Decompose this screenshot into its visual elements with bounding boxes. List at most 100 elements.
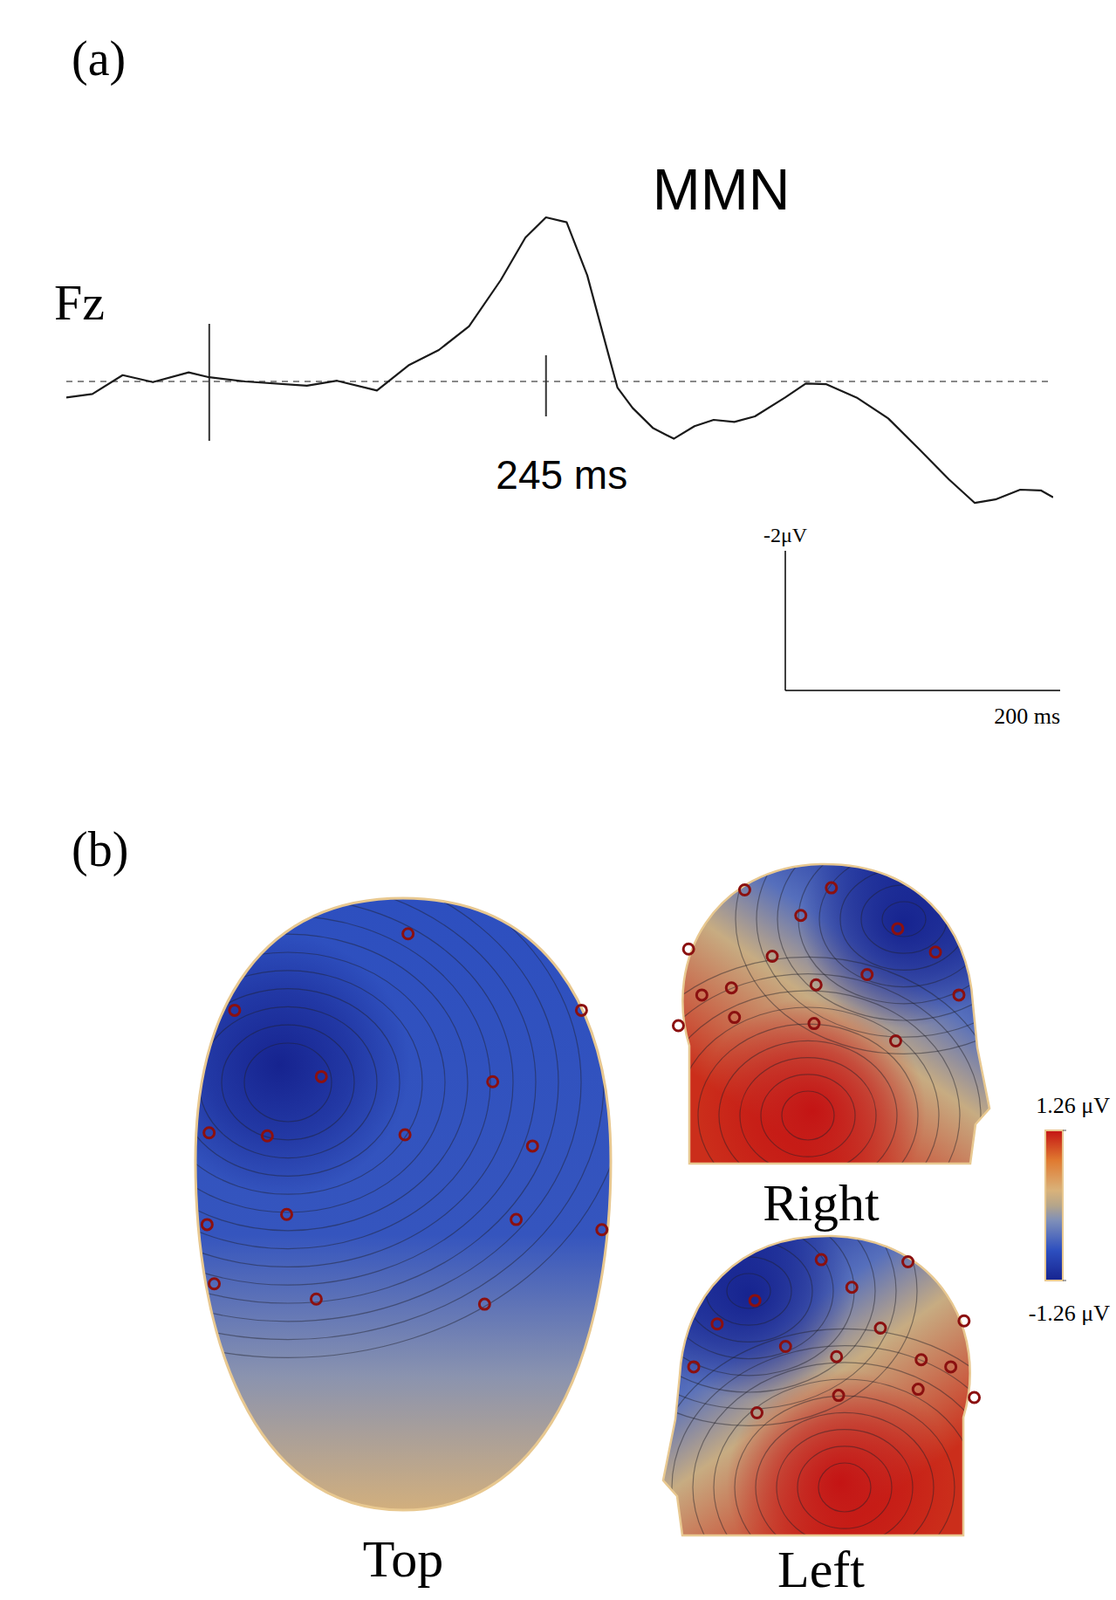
contour xyxy=(664,1222,834,1358)
electrode xyxy=(969,1391,980,1403)
contour xyxy=(0,842,582,1322)
electrode xyxy=(739,883,750,895)
contour xyxy=(882,901,926,937)
head-outline xyxy=(195,897,611,1510)
contour xyxy=(17,861,559,1303)
map-extreme xyxy=(659,853,1000,1177)
contour xyxy=(818,1462,871,1512)
electrode xyxy=(596,1224,608,1235)
electrode xyxy=(912,1383,924,1395)
contour xyxy=(244,1042,332,1122)
contour xyxy=(776,1429,913,1546)
electrode xyxy=(752,1406,763,1418)
contour xyxy=(635,973,981,1258)
scale-bar-y xyxy=(784,550,787,691)
electrode xyxy=(890,1034,901,1046)
topomap-fill xyxy=(580,1156,1039,1600)
electrode xyxy=(511,1213,522,1225)
event-marker xyxy=(545,355,548,417)
contour xyxy=(62,897,514,1267)
event-marker xyxy=(208,323,211,441)
baseline xyxy=(66,380,1054,383)
contour xyxy=(656,990,960,1240)
topomap-side xyxy=(580,1156,1039,1600)
electrode xyxy=(826,882,837,893)
contour xyxy=(777,817,1031,1021)
contour xyxy=(692,1362,997,1600)
electrode xyxy=(310,1293,322,1304)
contour xyxy=(614,956,1002,1274)
electrode xyxy=(930,946,941,958)
contour xyxy=(0,824,604,1339)
contour xyxy=(0,807,627,1358)
channel-label: Fz xyxy=(54,273,105,331)
electrode xyxy=(696,989,707,1000)
electrode xyxy=(688,1361,699,1372)
electrode xyxy=(672,1020,684,1031)
contour xyxy=(705,1256,792,1325)
map-extreme xyxy=(652,1225,993,1548)
electrode xyxy=(712,1318,723,1329)
electrode xyxy=(833,1389,844,1401)
electrode xyxy=(892,923,904,934)
electrode xyxy=(527,1140,538,1151)
contour xyxy=(650,1328,1039,1600)
contour xyxy=(85,915,491,1248)
electrode xyxy=(487,1075,499,1087)
map-extreme xyxy=(174,872,629,1536)
electrode xyxy=(862,968,873,980)
colorbar-label: -1.26 μV xyxy=(1028,1300,1111,1326)
head-outline xyxy=(663,1235,971,1535)
map-extreme xyxy=(659,853,1000,1177)
electrode xyxy=(261,1129,273,1141)
contour xyxy=(819,850,989,986)
topomap-side xyxy=(614,784,1073,1274)
contour xyxy=(781,1090,835,1140)
electrode xyxy=(795,910,807,921)
map-extreme xyxy=(652,1225,993,1548)
topomap-fill xyxy=(614,784,1073,1274)
contour xyxy=(221,1024,355,1140)
electrode xyxy=(281,1208,293,1219)
electrode xyxy=(810,979,822,990)
view-label: Right xyxy=(762,1173,880,1232)
panel-a: (a)Fz245 msMMN-2μV200 ms xyxy=(54,31,1061,729)
contour xyxy=(176,988,400,1177)
event-label: 245 ms xyxy=(495,451,628,498)
electrode xyxy=(780,1340,791,1351)
annotation: MMN xyxy=(652,157,791,222)
electrode xyxy=(209,1278,220,1289)
electrode xyxy=(815,1253,827,1265)
electrode xyxy=(945,1361,957,1372)
electrode xyxy=(749,1294,760,1306)
electrode xyxy=(729,1012,740,1023)
scale-bar-x-label: 200 ms xyxy=(993,703,1061,729)
electrode xyxy=(875,1321,886,1333)
contour xyxy=(601,1172,897,1409)
electrode xyxy=(479,1298,490,1309)
electrode xyxy=(399,1129,411,1140)
electrode xyxy=(201,1218,213,1230)
electrode xyxy=(683,943,694,954)
electrode xyxy=(916,1354,927,1365)
panel-label: (b) xyxy=(71,821,129,877)
waveform xyxy=(66,217,1054,503)
head-outline xyxy=(682,863,990,1164)
contour xyxy=(760,1074,856,1157)
electrode xyxy=(953,989,965,1000)
colorbar-tick xyxy=(1062,1280,1067,1281)
scale-bar-x xyxy=(785,689,1061,692)
electrode xyxy=(846,1281,857,1293)
colorbar-tick xyxy=(1062,1129,1067,1131)
electrode xyxy=(725,982,737,993)
contour xyxy=(756,801,1052,1037)
contour xyxy=(739,1057,877,1174)
contour xyxy=(580,1156,918,1426)
contour xyxy=(671,1345,1018,1600)
electrode xyxy=(315,1070,327,1082)
colorbar xyxy=(1045,1129,1063,1281)
page: {"chart_data": [ {"type": "line", "panel… xyxy=(0,0,1116,1600)
electrode xyxy=(229,1004,240,1015)
scale-bar-y-label: -2μV xyxy=(763,523,808,547)
contour xyxy=(718,1040,897,1190)
